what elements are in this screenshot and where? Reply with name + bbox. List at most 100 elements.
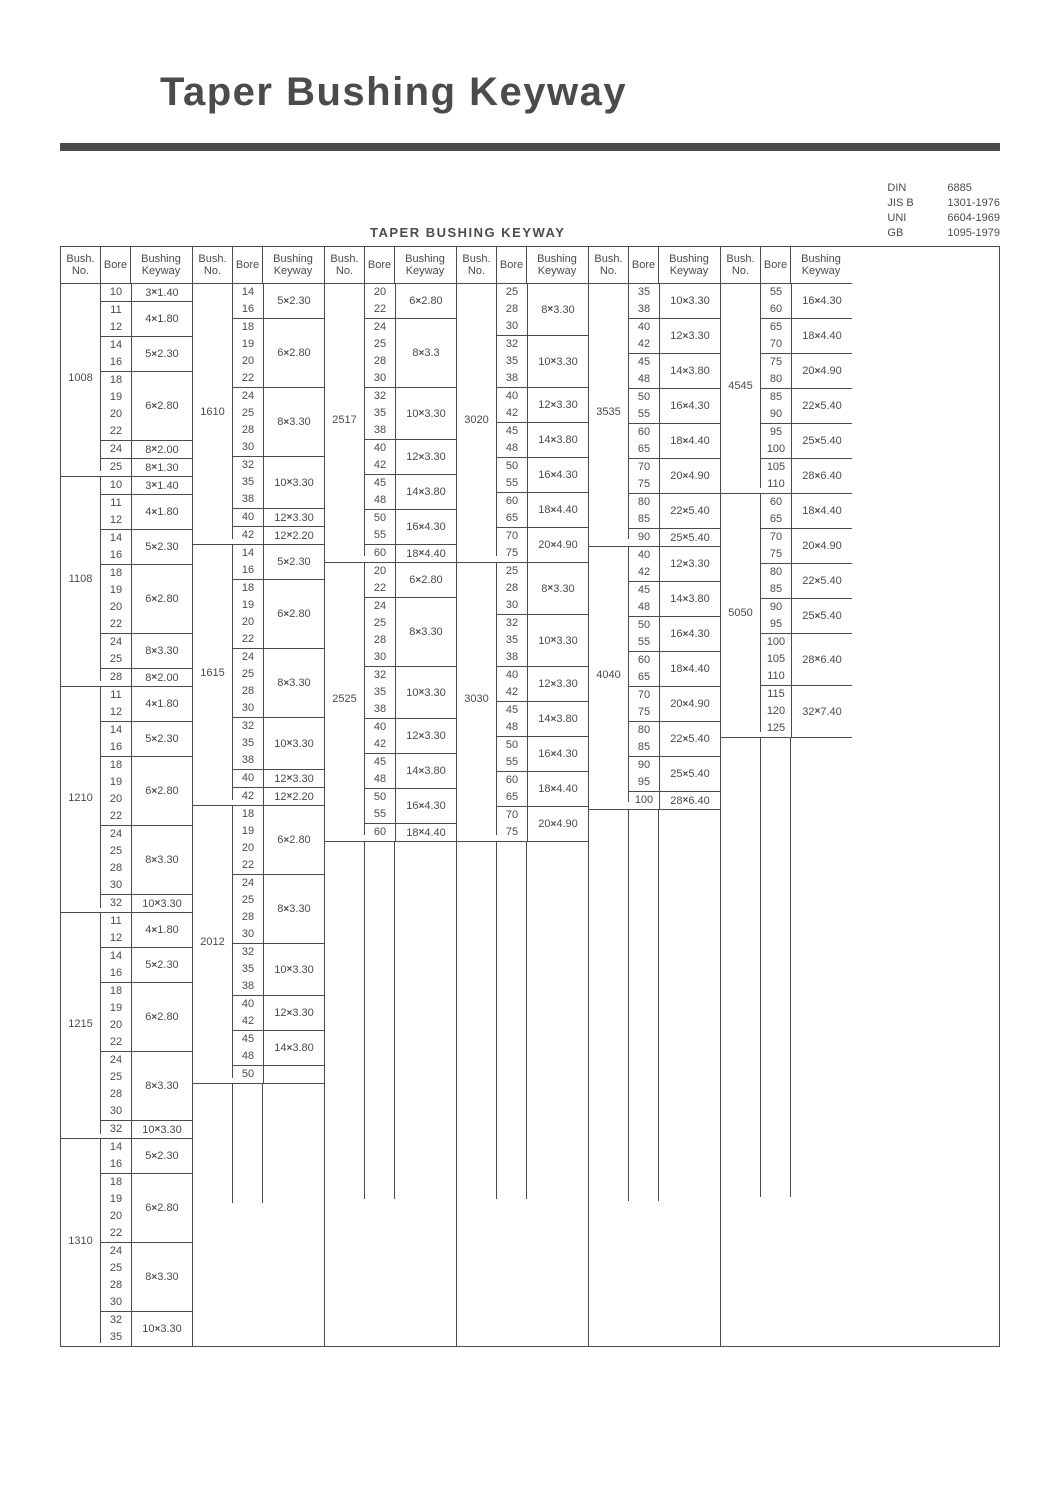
- keyway-cell: 22×5.40: [660, 494, 720, 528]
- keyway-row: 556016×4.30: [761, 284, 852, 319]
- bore-cell: 10: [101, 284, 131, 301]
- filler-bore: [761, 738, 791, 1197]
- bore-stack: 40: [233, 509, 264, 526]
- filler-group: [325, 842, 456, 1199]
- bore-cell: 28: [497, 580, 527, 597]
- keyway-cell: 32×7.40: [792, 686, 852, 737]
- header-keyway: BushingKeyway: [527, 247, 587, 283]
- bore-cell: 60: [629, 424, 659, 441]
- bore-cell: 30: [101, 1294, 131, 1311]
- bush-no-cell: 1610: [193, 284, 233, 539]
- keyway-row: 2528308×3.30: [497, 563, 588, 615]
- keyway-cell: 6×2.80: [132, 757, 192, 825]
- header-bush-no: Bush.No.: [61, 247, 101, 283]
- bore-stack: 18192022: [101, 1174, 132, 1242]
- bore-stack: 4042: [497, 388, 528, 422]
- bore-cell: 55: [629, 406, 659, 423]
- bore-cell: 50: [365, 510, 395, 527]
- bore-cell: 48: [497, 719, 527, 736]
- keyway-cell: 8×3.30: [264, 649, 324, 717]
- rows-wrap: 103×1.4011124×1.8014165×2.30181920226×2.…: [101, 477, 192, 686]
- keyway-row: 808522×5.40: [761, 564, 852, 599]
- bore-stack: 5055: [497, 737, 528, 771]
- bore-cell: 32: [101, 895, 131, 912]
- bore-stack: 4548: [497, 702, 528, 736]
- bore-cell: 25: [233, 892, 263, 909]
- bush-group: 121011124×1.8014165×2.30181920226×2.8024…: [61, 687, 192, 913]
- keyway-row: 20226×2.80: [365, 563, 456, 598]
- rows-wrap: 11124×1.8014165×2.30181920226×2.80242528…: [101, 913, 192, 1138]
- filler-row: [761, 738, 851, 1197]
- bore-stack: 323538: [497, 615, 528, 666]
- bore-cell: 110: [761, 476, 791, 493]
- keyway-row: 14165×2.30: [233, 284, 324, 319]
- bore-stack: 95100: [761, 424, 792, 458]
- keyway-cell: 12×3.30: [396, 719, 456, 753]
- keyway-row: 707520×4.90: [629, 687, 720, 722]
- bore-stack: 42: [233, 527, 264, 544]
- bore-cell: 30: [101, 877, 131, 894]
- bore-cell: 12: [101, 319, 131, 336]
- rows-wrap: 11124×1.8014165×2.30181920226×2.80242528…: [101, 687, 192, 912]
- bore-cell: 25: [233, 405, 263, 422]
- bore-stack: 18192022: [101, 757, 132, 825]
- standards-block: DIN6885JIS B1301-1976UNI6604-1969GB1095-…: [887, 181, 1000, 240]
- keyway-row: 10511028×6.40: [761, 459, 852, 493]
- keyway-cell: 8×3.30: [132, 826, 192, 894]
- bore-cell: 50: [629, 389, 659, 406]
- keyway-row: 606518×4.40: [497, 493, 588, 528]
- bore-stack: 90: [629, 529, 660, 546]
- keyway-cell: 28×6.40: [660, 792, 720, 809]
- bore-cell: 20: [233, 614, 263, 631]
- bore-stack: 7075: [497, 807, 528, 841]
- keyway-cell: 25×5.40: [660, 529, 720, 546]
- bore-cell: 18: [101, 983, 131, 1000]
- keyway-row: 454814×3.80: [497, 702, 588, 737]
- bore-cell: 11: [101, 913, 131, 930]
- bore-cell: 24: [101, 634, 131, 651]
- keyway-cell: 8×2.00: [132, 669, 192, 686]
- keyway-row: 14165×2.30: [101, 337, 192, 372]
- rows-wrap: 404212×3.30454814×3.80505516×4.30606518×…: [629, 547, 720, 809]
- filler-row: [497, 842, 587, 1199]
- bore-cell: 20: [233, 353, 263, 370]
- bore-cell: 12: [101, 930, 131, 947]
- bore-stack: 323538: [233, 944, 264, 995]
- bore-cell: 80: [629, 722, 659, 739]
- keyway-row: 808522×5.40: [629, 494, 720, 529]
- bush-group: 4545556016×4.30657018×4.40758020×4.90859…: [721, 284, 852, 494]
- bore-cell: 20: [101, 406, 131, 423]
- keyway-cell: 18×4.40: [396, 824, 456, 841]
- keyway-row: 4212×2.20: [233, 527, 324, 544]
- bore-cell: 40: [233, 996, 263, 1013]
- header-bore: Bore: [497, 247, 527, 283]
- keyway-cell: 10×3.30: [264, 457, 324, 508]
- keyway-row: 32353810×3.30: [233, 944, 324, 996]
- keyway-row: 24258×3.30: [101, 634, 192, 669]
- bore-cell: 38: [365, 701, 395, 718]
- header-bore: Bore: [233, 247, 263, 283]
- keyway-cell: 10×3.30: [528, 336, 588, 387]
- keyway-cell: 10×3.30: [660, 284, 720, 318]
- bore-cell: 25: [101, 459, 131, 476]
- bush-no-cell: 1210: [61, 687, 101, 908]
- rows-wrap: 181920226×2.80242528308×3.3032353810×3.3…: [233, 806, 324, 1083]
- bore-cell: 14: [101, 337, 131, 354]
- bore-stack: 5055: [629, 617, 660, 651]
- keyway-row: 505516×4.30: [629, 389, 720, 424]
- bore-cell: 100: [761, 441, 791, 458]
- bore-cell: 85: [761, 581, 791, 598]
- keyway-cell: 12×3.30: [264, 509, 324, 526]
- keyway-row: 181920226×2.80: [233, 580, 324, 649]
- keyway-cell: 18×4.40: [396, 545, 456, 562]
- keyway-row: 242528308×3.3: [365, 319, 456, 388]
- standard-value: 6604-1969: [947, 211, 1000, 226]
- table-column: Bush.No.BoreBushingKeyway1008103×1.40111…: [61, 247, 193, 1346]
- keyway-cell: 10×3.30: [132, 1312, 192, 1346]
- bore-cell: 115: [761, 686, 791, 703]
- filler-key: [659, 810, 719, 1201]
- keyway-cell: 10×3.30: [528, 615, 588, 666]
- keyway-row: 323510×3.30: [101, 1312, 192, 1346]
- bore-cell: 35: [497, 353, 527, 370]
- bore-stack: 1416: [101, 337, 132, 371]
